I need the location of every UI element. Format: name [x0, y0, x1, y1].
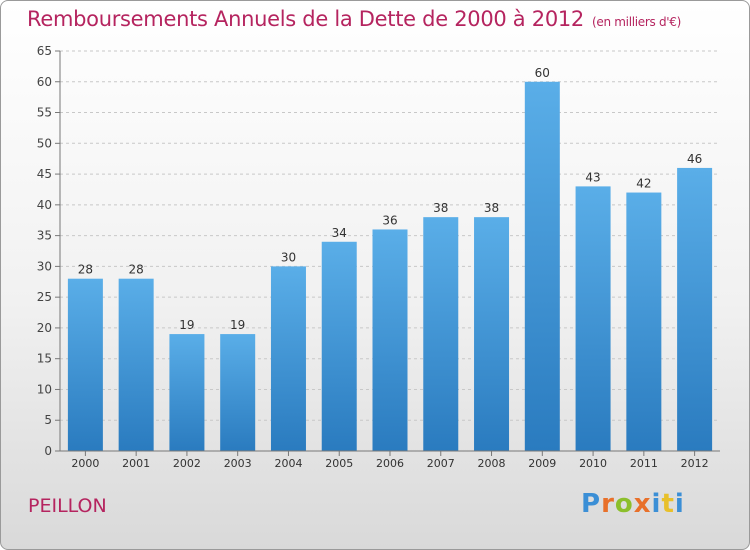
x-tick-label: 2010 — [579, 457, 607, 470]
bar-value-label: 28 — [78, 263, 93, 277]
logo-letter: i — [674, 489, 685, 519]
bar-layer: 28 28 19 19 30 34 36 38 38 60 43 42 46 — [67, 66, 713, 452]
x-tick-label: 2000 — [71, 457, 99, 470]
bar-value-label: 38 — [433, 201, 448, 215]
x-tick-label: 2009 — [528, 457, 556, 470]
x-tick-label: 2008 — [478, 457, 506, 470]
bar — [524, 81, 560, 452]
x-tick-label: 2001 — [122, 457, 150, 470]
x-tick-label: 2012 — [681, 457, 709, 470]
bar — [169, 334, 205, 451]
logo-letter: o — [614, 489, 634, 519]
y-tick-label: 30 — [37, 259, 52, 273]
x-tick-label: 2005 — [325, 457, 353, 470]
y-tick-label: 20 — [37, 321, 52, 335]
bar-value-label: 42 — [636, 177, 651, 191]
bar — [270, 266, 306, 451]
bar — [626, 192, 662, 452]
commune-name: PEILLON — [28, 495, 107, 517]
x-tick-label: 2002 — [173, 457, 201, 470]
logo-letter: P — [581, 489, 602, 519]
logo-letter: r — [601, 489, 615, 519]
bar — [474, 217, 510, 451]
bar-value-label: 19 — [179, 318, 194, 332]
y-tick-label: 10 — [37, 382, 52, 396]
logo-letter: i — [651, 489, 662, 519]
bar — [677, 167, 713, 451]
proxiti-logo: Proxiti — [581, 489, 685, 519]
bar — [423, 217, 459, 451]
y-tick-label: 60 — [37, 75, 52, 89]
bar — [220, 334, 256, 451]
title-text: Remboursements Annuels de la Dette de 20… — [27, 7, 584, 31]
bar-value-label: 30 — [281, 250, 296, 264]
y-tick-label: 35 — [37, 229, 52, 243]
logo-letter: x — [633, 489, 652, 519]
y-tick-label: 15 — [37, 352, 52, 366]
bar-value-label: 36 — [382, 213, 397, 227]
bar-value-label: 28 — [129, 263, 144, 277]
y-tick-label: 45 — [37, 167, 52, 181]
x-tick-label: 2011 — [630, 457, 658, 470]
x-tick-label: 2007 — [427, 457, 455, 470]
x-tick-label: 2003 — [224, 457, 252, 470]
logo-letter: t — [661, 489, 675, 519]
y-tick-label: 40 — [37, 198, 52, 212]
unit-label: (en milliers d'€) — [592, 15, 682, 29]
x-tick-label: 2004 — [274, 457, 302, 470]
bar — [372, 229, 408, 451]
bar-value-label: 34 — [332, 226, 347, 240]
bar — [575, 186, 611, 451]
y-tick-label: 25 — [37, 290, 52, 304]
chart-title: Remboursements Annuels de la Dette de 20… — [27, 7, 681, 31]
bar-value-label: 19 — [230, 318, 245, 332]
bar-value-label: 46 — [687, 152, 702, 166]
x-tick-label: 2006 — [376, 457, 404, 470]
y-tick-label: 65 — [37, 44, 52, 58]
y-tick-label: 5 — [44, 413, 52, 427]
y-tick-label: 50 — [37, 136, 52, 150]
axis-layer: 0 5 10 15 20 25 30 35 40 45 50 55 60 65 2000 2001 2002 20… — [37, 44, 720, 470]
bar — [321, 241, 357, 451]
bar-value-label: 60 — [535, 66, 550, 80]
y-tick-label: 0 — [44, 444, 52, 458]
bar — [118, 278, 154, 451]
y-tick-label: 55 — [37, 106, 52, 120]
bar — [67, 278, 103, 451]
bar-value-label: 38 — [484, 201, 499, 215]
bar-value-label: 43 — [585, 170, 600, 184]
